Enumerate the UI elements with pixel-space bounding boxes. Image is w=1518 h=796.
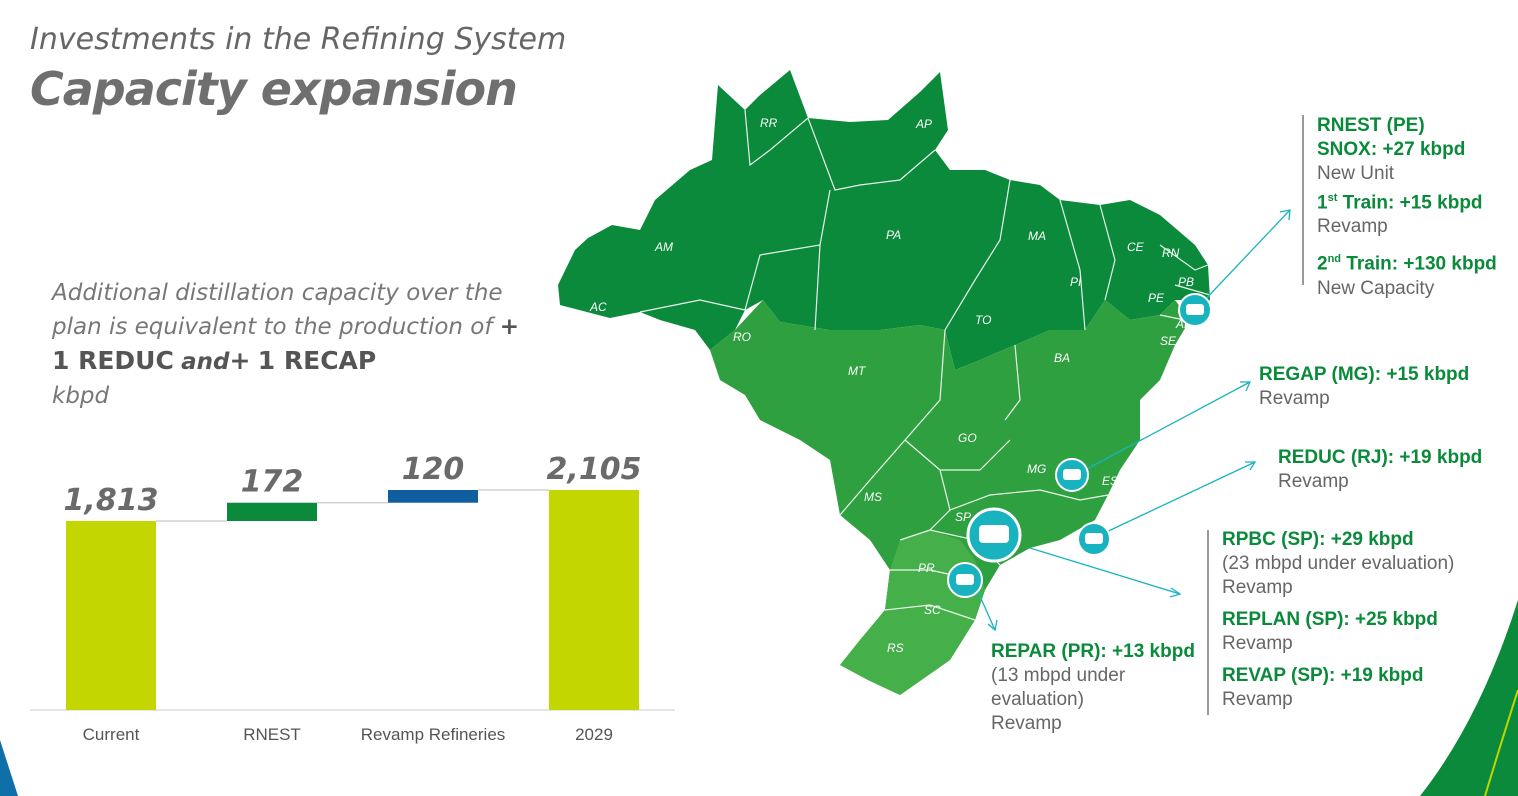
marker-rnest — [1178, 293, 1212, 327]
rpbc-note2: Revamp — [1222, 577, 1293, 598]
state-ac: AC — [589, 300, 607, 314]
state-ap: AP — [915, 117, 932, 131]
state-labels: RR AP AM PA MA CE RN PB PE AL SE PI AC R… — [589, 116, 1194, 655]
repar-note1: (13 mbpd under — [991, 665, 1126, 686]
marker-regap — [1055, 458, 1089, 492]
capacity-note: Additional distillation capacity over th… — [52, 276, 532, 379]
callout-sp: RPBC (SP): +29 kbpd (23 mbpd under evalu… — [1222, 528, 1454, 712]
marker-sp — [966, 507, 1022, 563]
arrow-reduc — [1099, 461, 1256, 536]
state-mt: MT — [848, 364, 867, 378]
value-label: 120 — [402, 452, 465, 487]
state-sc: SC — [924, 603, 941, 617]
section-title: Investments in the Refining System — [30, 22, 567, 57]
regap-title: REGAP (MG): +15 kbpd — [1259, 364, 1470, 385]
map-north-region — [558, 70, 1210, 370]
value-label: 172 — [241, 465, 304, 500]
arrow-repar — [974, 584, 996, 631]
rpbc-note1: (23 mbpd under evaluation) — [1222, 553, 1455, 574]
callout-rnest: RNEST (PE) SNOX: +27 kbpd New Unit 1st T… — [1317, 114, 1497, 301]
state-ro: RO — [733, 330, 751, 344]
marker-repar — [947, 562, 983, 598]
note-and: and — [181, 349, 230, 375]
arrow-rnest — [1199, 209, 1291, 306]
state-se: SE — [1160, 334, 1177, 348]
arrow-regap — [1084, 381, 1251, 471]
state-pr: PR — [918, 561, 935, 575]
map-central-south-region — [710, 300, 1190, 695]
bar-current — [66, 521, 156, 710]
repar-title: REPAR (PR): +13 kbpd — [991, 641, 1195, 662]
corner-swoosh-left — [0, 740, 18, 796]
rnest-train2-note: New Capacity — [1317, 277, 1435, 299]
state-ms: MS — [864, 490, 882, 504]
arrow-rpbc — [1029, 547, 1181, 595]
state-sp: SP — [955, 510, 971, 524]
state-am: AM — [654, 240, 673, 254]
state-pi: PI — [1070, 275, 1082, 289]
replan-note: Revamp — [1222, 633, 1293, 654]
sp-divider — [1207, 530, 1209, 715]
state-pe: PE — [1148, 291, 1165, 305]
category-label: Revamp Refineries — [361, 725, 506, 744]
unit-label: kbpd — [52, 383, 110, 409]
bar-revamp-refineries — [388, 490, 478, 503]
state-mg: MG — [1027, 462, 1046, 476]
repar-note2: evaluation) — [991, 689, 1084, 710]
callout-repar: REPAR (PR): +13 kbpd (13 mbpd under eval… — [991, 640, 1195, 736]
rpbc-title: RPBC (SP): +29 kbpd — [1222, 529, 1414, 550]
state-ba: BA — [1054, 351, 1070, 365]
page-headline: Capacity expansion — [30, 62, 518, 116]
corner-swoosh-right — [1420, 600, 1518, 796]
bar-rnest — [227, 502, 317, 521]
note-text: Additional distillation capacity over th… — [52, 280, 503, 340]
state-rn: RN — [1162, 246, 1180, 260]
rnest-snox: SNOX: +27 kbpd — [1317, 139, 1466, 160]
arrow-heads — [987, 209, 1291, 632]
rnest-divider — [1302, 115, 1304, 285]
state-pa: PA — [886, 228, 901, 242]
value-label: 1,813 — [64, 483, 159, 518]
rnest-title: RNEST (PE) — [1317, 115, 1425, 136]
corner-swoosh-right-line — [1484, 689, 1518, 796]
callout-reduc: REDUC (RJ): +19 kbpd Revamp — [1278, 446, 1482, 494]
refinery-markers — [947, 293, 1212, 598]
rnest-snox-note: New Unit — [1317, 163, 1395, 184]
state-rs: RS — [887, 641, 904, 655]
note-recap: 1 RECAP — [257, 346, 377, 375]
value-label: 2,105 — [547, 452, 642, 487]
state-ma: MA — [1028, 229, 1046, 243]
rnest-train1: 1st Train: +15 kbpd — [1317, 192, 1483, 214]
category-label: RNEST — [243, 725, 301, 744]
state-ce: CE — [1127, 240, 1145, 254]
revap-title: REVAP (SP): +19 kbpd — [1222, 665, 1424, 686]
category-label: Current — [83, 725, 140, 744]
reduc-note: Revamp — [1278, 471, 1349, 492]
state-pb: PB — [1178, 275, 1194, 289]
category-label: 2029 — [575, 725, 613, 744]
state-to: TO — [975, 313, 991, 327]
reduc-title: REDUC (RJ): +19 kbpd — [1278, 447, 1483, 468]
marker-reduc — [1077, 522, 1111, 556]
state-go: GO — [958, 431, 977, 445]
repar-note3: Revamp — [991, 713, 1062, 734]
callout-arrows — [974, 209, 1291, 631]
bar-2029 — [549, 490, 639, 710]
note-plus: + — [499, 314, 520, 340]
revap-note: Revamp — [1222, 689, 1293, 710]
rnest-train1-note: Revamp — [1317, 216, 1388, 238]
rnest-train2: 2nd Train: +130 kbpd — [1317, 253, 1497, 275]
waterfall-chart: 1,813 Current 172 RNEST 120 Revamp Refineries… — [30, 452, 675, 744]
note-reduc: 1 REDUC — [52, 346, 174, 375]
state-borders — [639, 109, 1211, 621]
note-plus-2: + — [229, 346, 251, 375]
callout-regap: REGAP (MG): +15 kbpd Revamp — [1259, 363, 1469, 411]
regap-note: Revamp — [1259, 388, 1330, 409]
map-south-region — [840, 530, 985, 695]
state-es: ES — [1102, 474, 1118, 488]
replan-title: REPLAN (SP): +25 kbpd — [1222, 609, 1438, 630]
state-rr: RR — [760, 116, 778, 130]
